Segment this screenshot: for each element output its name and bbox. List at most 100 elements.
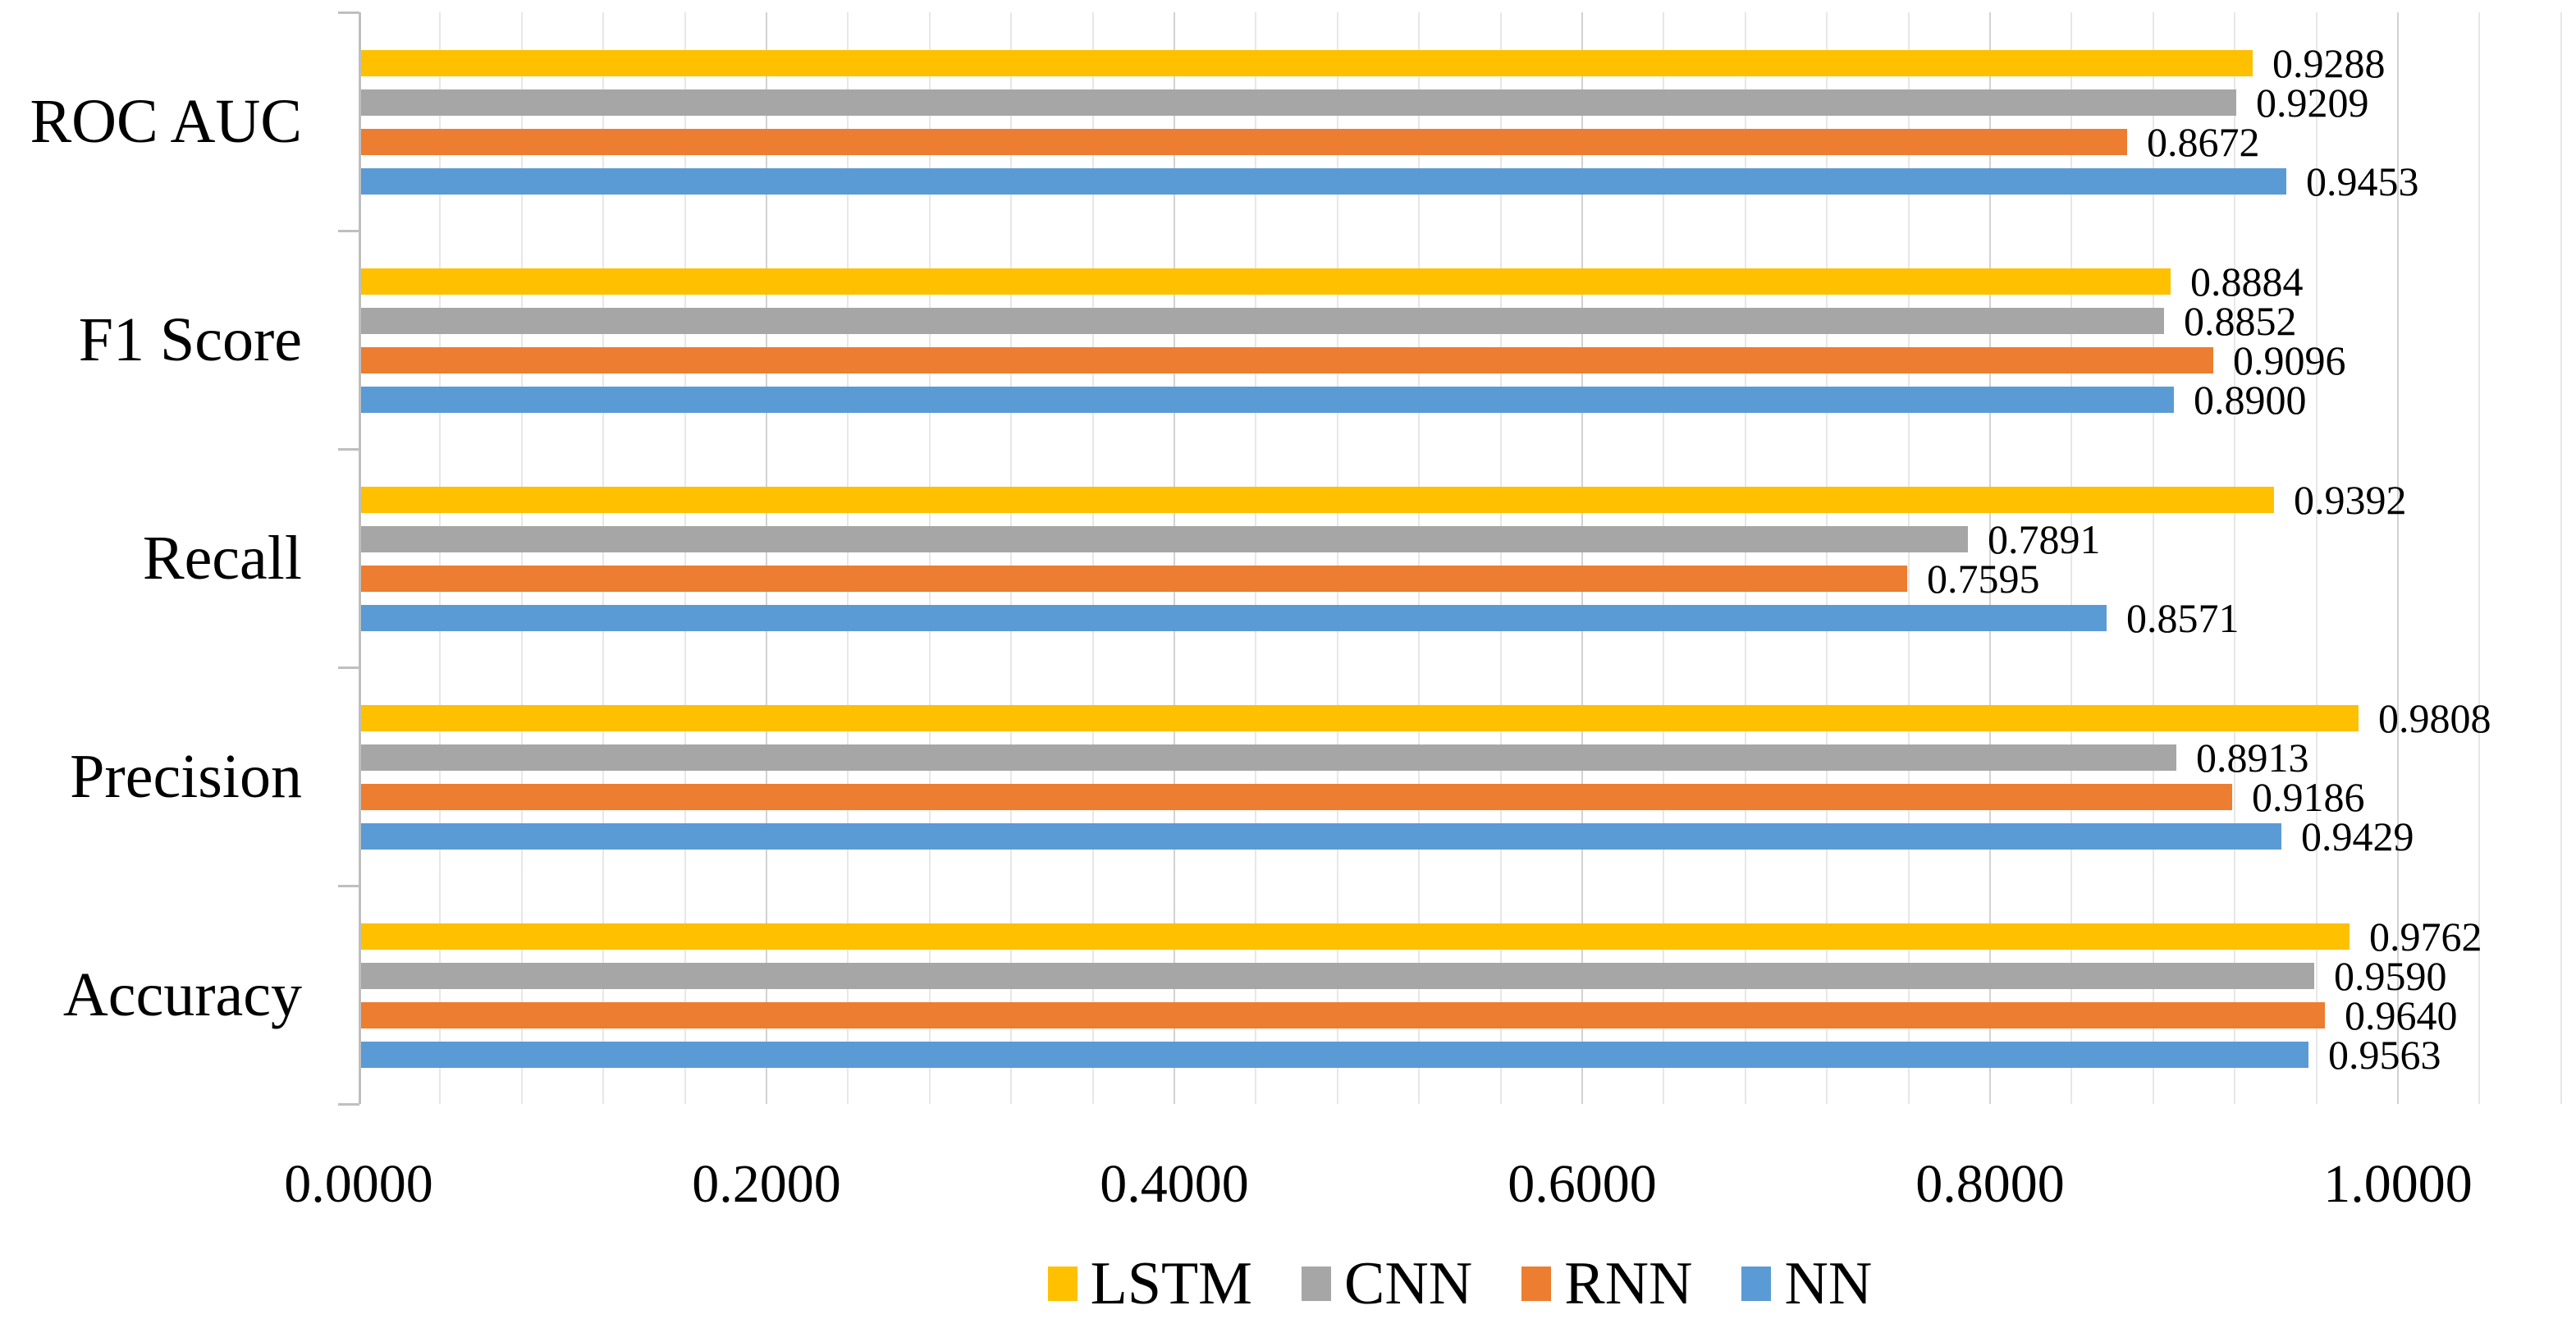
x-axis-tick-label: 0.4000 [1100,1154,1249,1214]
bar-nn-accuracy [359,1042,2308,1068]
minor-gridline [1500,12,1502,1104]
bar-lstm-recall [359,487,2274,513]
bar-cnn-accuracy [359,963,2314,989]
category-axis-line [359,12,361,1104]
bar-nn-f1-score [359,387,2174,413]
bar-rnn-recall [359,566,1907,592]
bar-value-label: 0.9563 [2328,1032,2441,1078]
plot-area: 0.9288 0.9209 0.8672 0.9453 0.8884 0.8852 0.90… [359,12,2562,1104]
category-label-f1-score: F1 Score [78,305,302,374]
x-axis-tick-label: 0.6000 [1508,1154,1657,1214]
category-axis-tick [338,666,359,669]
legend-item-lstm: LSTM [1047,1244,1252,1323]
legend-label: RNN [1564,1250,1693,1317]
bar-value-label: 0.8571 [2126,595,2240,641]
category-label-accuracy: Accuracy [62,960,302,1029]
bar-lstm-accuracy [359,923,2350,950]
category-label-precision: Precision [70,741,302,811]
legend-label: NN [1784,1250,1873,1317]
minor-gridline [684,12,686,1104]
minor-gridline [602,12,604,1104]
cnn-legend-swatch [1301,1267,1331,1301]
minor-gridline [1255,12,1256,1104]
minor-gridline [1908,12,1910,1104]
legend-item-nn: NN [1741,1244,1872,1323]
minor-gridline [1337,12,1338,1104]
bar-lstm-f1-score [359,268,2171,295]
bar-value-label: 0.9640 [2345,992,2458,1038]
minor-gridline [929,12,931,1104]
bar-lstm-precision [359,705,2359,731]
bar-value-label: 0.9209 [2256,80,2369,126]
minor-gridline [1092,12,1094,1104]
major-gridline [1989,12,1991,1104]
minor-gridline [2316,12,2317,1104]
major-gridline [766,12,767,1104]
bar-nn-roc-auc [359,168,2286,195]
minor-gridline [2234,12,2235,1104]
minor-gridline [1418,12,1420,1104]
bar-cnn-precision [359,744,2176,771]
minor-gridline [2153,12,2154,1104]
bar-nn-recall [359,605,2107,631]
minor-gridline [2560,12,2562,1104]
minor-gridline [1663,12,1664,1104]
value-axis: 0.0000 0.2000 0.4000 0.6000 0.8000 1.0000 [0,1147,2576,1221]
rnn-legend-swatch [1521,1267,1552,1301]
bar-cnn-f1-score [359,308,2164,334]
x-axis-tick-label: 0.8000 [1915,1154,2065,1214]
bar-value-label: 0.8852 [2184,298,2297,344]
category-label-roc-auc: ROC AUC [30,86,302,156]
x-axis-tick-label: 1.0000 [2323,1154,2473,1214]
bar-value-label: 0.9096 [2233,337,2346,383]
minor-gridline [521,12,523,1104]
lstm-legend-swatch [1047,1267,1078,1301]
bar-value-label: 0.9453 [2306,158,2419,204]
x-axis-tick-label: 0.2000 [692,1154,841,1214]
category-axis-tick [338,448,359,451]
bar-value-label: 0.8913 [2196,735,2309,781]
major-gridline [2397,12,2399,1104]
bar-rnn-precision [359,784,2232,810]
minor-gridline [2478,12,2480,1104]
bar-nn-precision [359,823,2281,850]
bar-value-label: 0.9288 [2272,40,2386,86]
bar-rnn-f1-score [359,347,2213,373]
minor-gridline [439,12,441,1104]
legend-item-rnn: RNN [1521,1244,1692,1323]
bar-value-label: 0.9186 [2252,774,2365,820]
bar-cnn-roc-auc [359,89,2236,116]
major-gridline [1174,12,1175,1104]
bar-value-label: 0.8672 [2147,119,2260,165]
bar-cnn-recall [359,526,1968,552]
minor-gridline [1010,12,1012,1104]
minor-gridline [847,12,849,1104]
bar-value-label: 0.8884 [2190,259,2304,305]
legend-label: LSTM [1090,1250,1252,1317]
category-label-recall: Recall [142,523,302,593]
legend-label: CNN [1343,1250,1473,1317]
bar-value-label: 0.9392 [2294,477,2407,523]
bar-value-label: 0.9590 [2334,953,2447,999]
bar-value-label: 0.7595 [1927,556,2040,602]
category-axis-tick [338,1103,359,1106]
category-axis-tick [338,11,359,14]
bar-rnn-accuracy [359,1002,2325,1028]
bar-rnn-roc-auc [359,129,2127,155]
bar-value-label: 0.7891 [1988,516,2101,562]
category-axis-tick [338,885,359,887]
minor-gridline [2070,12,2072,1104]
minor-gridline [1745,12,1746,1104]
minor-gridline [1826,12,1828,1104]
bar-value-label: 0.9762 [2369,914,2482,960]
bar-lstm-roc-auc [359,50,2253,76]
legend-item-cnn: CNN [1301,1244,1473,1323]
x-axis-tick-label: 0.0000 [284,1154,433,1214]
major-gridline [1581,12,1583,1104]
chart-legend: LSTM CNN RNN NN [359,1244,2561,1323]
category-axis-tick [338,230,359,232]
bar-value-label: 0.9429 [2301,813,2414,859]
bar-value-label: 0.8900 [2194,377,2307,423]
nn-legend-swatch [1741,1267,1772,1301]
